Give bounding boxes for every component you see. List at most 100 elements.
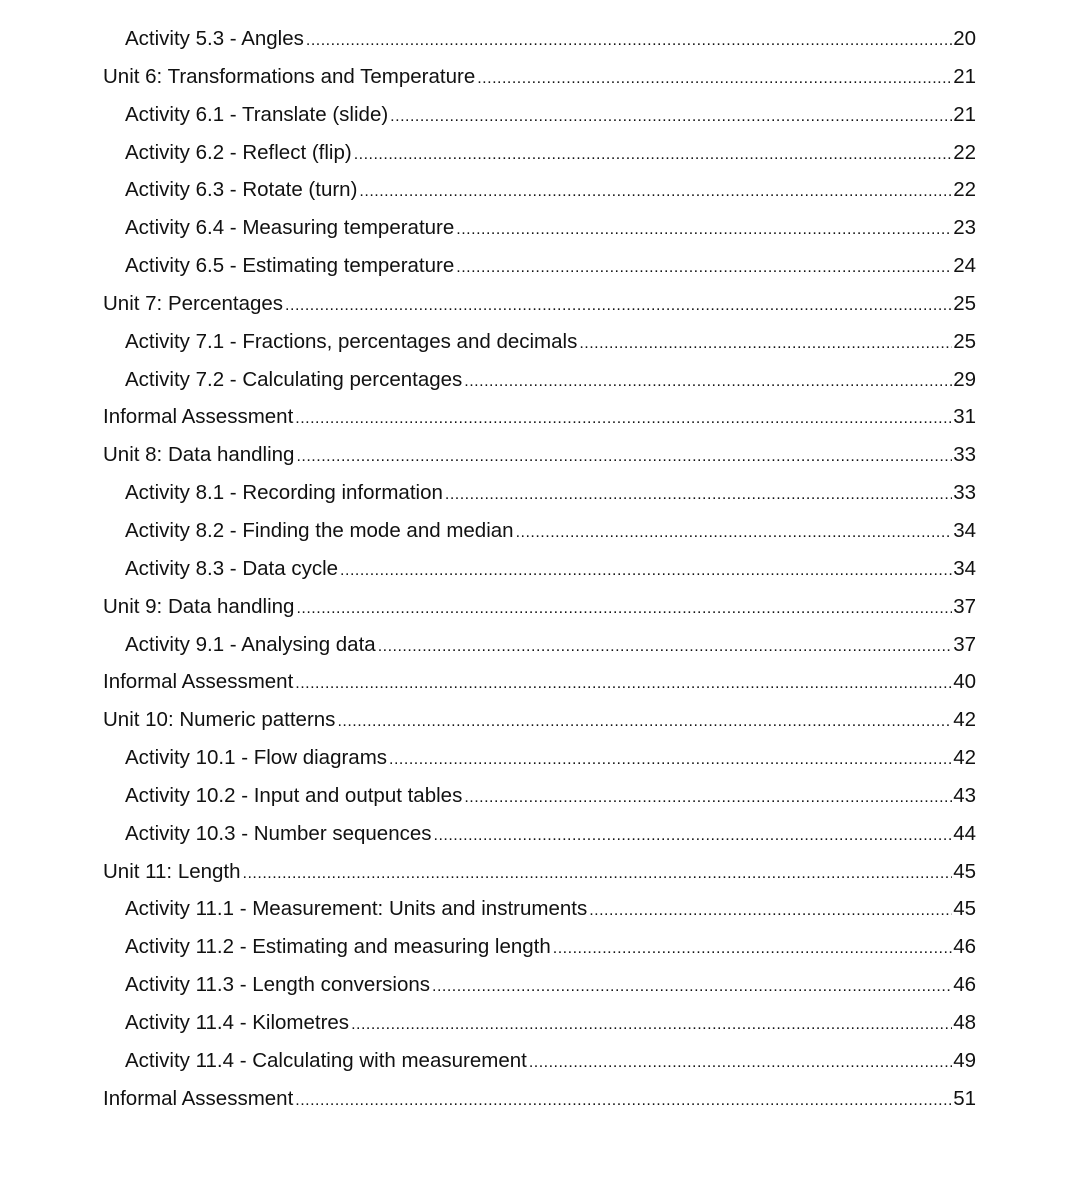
dot-leader xyxy=(389,741,952,777)
toc-entry-activity[interactable]: Activity 8.1 - Recording information 33 xyxy=(103,474,976,512)
toc-entry-title: Activity 8.3 - Data cycle xyxy=(125,556,339,580)
dot-leader xyxy=(340,552,952,588)
dot-leader xyxy=(351,1006,952,1042)
toc-entry-title: Activity 6.4 - Measuring temperature xyxy=(125,216,455,240)
toc-entry-title: Informal Assessment xyxy=(103,1086,294,1110)
dot-leader xyxy=(296,590,952,626)
dot-leader xyxy=(553,930,952,966)
toc-entry-title: Activity 10.3 - Number sequences xyxy=(125,821,432,845)
toc-entry-unit[interactable]: Informal Assessment 31 xyxy=(103,398,976,436)
toc-entry-activity[interactable]: Activity 8.3 - Data cycle 34 xyxy=(103,550,976,588)
toc-entry-title: Activity 11.4 - Kilometres xyxy=(125,1010,350,1034)
dot-leader xyxy=(337,703,952,739)
toc-entry-activity[interactable]: Activity 7.2 - Calculating percentages 29 xyxy=(103,361,976,399)
toc-entry-page-number: 21 xyxy=(953,64,976,88)
toc-entry-activity[interactable]: Activity 10.3 - Number sequences 44 xyxy=(103,815,976,853)
toc-entry-unit[interactable]: Unit 6: Transformations and Temperature 2… xyxy=(103,58,976,96)
dot-leader xyxy=(434,817,953,853)
toc-entry-title: Activity 10.2 - Input and output tables xyxy=(125,783,463,807)
toc-entry-unit[interactable]: Unit 9: Data handling 37 xyxy=(103,588,976,626)
toc-entry-page-number: 45 xyxy=(953,859,976,883)
toc-entry-page-number: 37 xyxy=(953,594,976,618)
dot-leader xyxy=(464,363,952,399)
toc-entry-page-number: 22 xyxy=(953,140,976,164)
toc-entry-activity[interactable]: Activity 11.1 - Measurement: Units and i… xyxy=(103,890,976,928)
toc-entry-page-number: 42 xyxy=(953,746,976,770)
toc-entry-page-number: 40 xyxy=(953,670,976,694)
toc-entry-title: Activity 10.1 - Flow diagrams xyxy=(125,746,388,770)
dot-leader xyxy=(589,892,952,928)
toc-entry-title: Activity 11.1 - Measurement: Units and i… xyxy=(125,897,588,921)
dot-leader xyxy=(579,325,952,361)
toc-entry-title: Activity 9.1 - Analysing data xyxy=(125,632,376,656)
dot-leader xyxy=(378,628,953,664)
toc-entry-title: Activity 7.1 - Fractions, percentages an… xyxy=(125,329,578,353)
toc-entry-unit[interactable]: Unit 11: Length 45 xyxy=(103,853,976,891)
toc-entry-title: Activity 6.5 - Estimating temperature xyxy=(125,254,455,278)
toc-entry-activity[interactable]: Activity 6.2 - Reflect (flip) 22 xyxy=(103,134,976,172)
toc-entry-activity[interactable]: Activity 11.4 - Calculating with measure… xyxy=(103,1042,976,1080)
toc-entry-title: Informal Assessment xyxy=(103,670,294,694)
toc-entry-activity[interactable]: Activity 9.1 - Analysing data 37 xyxy=(103,626,976,664)
dot-leader xyxy=(295,665,952,701)
dot-leader xyxy=(354,136,952,172)
toc-entry-page-number: 25 xyxy=(953,291,976,315)
toc-entry-unit[interactable]: Unit 7: Percentages 25 xyxy=(103,285,976,323)
dot-leader xyxy=(464,779,952,815)
dot-leader xyxy=(432,968,952,1004)
toc-entry-activity[interactable]: Activity 11.2 - Estimating and measuring… xyxy=(103,928,976,966)
dot-leader xyxy=(445,476,952,512)
dot-leader xyxy=(456,211,952,247)
toc-entry-title: Activity 11.3 - Length conversions xyxy=(125,973,430,997)
dot-leader xyxy=(477,60,952,96)
toc-entry-activity[interactable]: Activity 8.2 - Finding the mode and medi… xyxy=(103,512,976,550)
toc-entry-activity[interactable]: Activity 10.1 - Flow diagrams 42 xyxy=(103,739,976,777)
toc-entry-activity[interactable]: Activity 5.3 - Angles 20 xyxy=(103,20,976,58)
toc-entry-unit[interactable]: Informal Assessment 40 xyxy=(103,663,976,701)
toc-entry-page-number: 46 xyxy=(953,973,976,997)
toc-entry-unit[interactable]: Informal Assessment 51 xyxy=(103,1080,976,1118)
dot-leader xyxy=(295,400,952,436)
toc-entry-activity[interactable]: Activity 6.1 - Translate (slide) 21 xyxy=(103,96,976,134)
toc-entry-activity[interactable]: Activity 6.4 - Measuring temperature 23 xyxy=(103,209,976,247)
dot-leader xyxy=(390,98,952,134)
toc-entry-page-number: 24 xyxy=(953,254,976,278)
toc-entry-unit[interactable]: Unit 8: Data handling 33 xyxy=(103,436,976,474)
dot-leader xyxy=(243,855,953,891)
toc-entry-page-number: 34 xyxy=(953,518,976,542)
toc-entry-title: Unit 10: Numeric patterns xyxy=(103,708,336,732)
toc-entry-unit[interactable]: Unit 10: Numeric patterns 42 xyxy=(103,701,976,739)
toc-entry-activity[interactable]: Activity 6.5 - Estimating temperature 24 xyxy=(103,247,976,285)
toc-entry-page-number: 46 xyxy=(953,935,976,959)
toc-entry-page-number: 29 xyxy=(953,367,976,391)
toc-entry-activity[interactable]: Activity 7.1 - Fractions, percentages an… xyxy=(103,323,976,361)
toc-entry-title: Unit 9: Data handling xyxy=(103,594,295,618)
toc-entry-title: Activity 5.3 - Angles xyxy=(125,27,304,50)
toc-entry-title: Unit 8: Data handling xyxy=(103,443,295,467)
toc-entry-activity[interactable]: Activity 6.3 - Rotate (turn) 22 xyxy=(103,171,976,209)
toc-entry-title: Activity 6.3 - Rotate (turn) xyxy=(125,178,358,202)
toc-entry-title: Activity 6.2 - Reflect (flip) xyxy=(125,140,352,164)
toc-entry-title: Activity 8.1 - Recording information xyxy=(125,481,443,505)
dot-leader xyxy=(285,287,952,323)
toc-entry-title: Unit 6: Transformations and Temperature xyxy=(103,64,476,88)
toc-entry-title: Activity 7.2 - Calculating percentages xyxy=(125,367,463,391)
toc-entry-page-number: 20 xyxy=(953,27,976,50)
toc-entry-activity[interactable]: Activity 11.4 - Kilometres 48 xyxy=(103,1004,976,1042)
toc-entry-activity[interactable]: Activity 11.3 - Length conversions 46 xyxy=(103,966,976,1004)
toc-entry-title: Activity 11.2 - Estimating and measuring… xyxy=(125,935,551,959)
toc-entry-page-number: 21 xyxy=(953,102,976,126)
dot-leader xyxy=(306,22,952,58)
dot-leader xyxy=(295,1082,952,1118)
toc-entry-page-number: 43 xyxy=(953,783,976,807)
dot-leader xyxy=(296,438,952,474)
toc-entry-activity[interactable]: Activity 10.2 - Input and output tables 4… xyxy=(103,777,976,815)
dot-leader xyxy=(456,249,952,285)
toc-entry-page-number: 48 xyxy=(953,1010,976,1034)
toc-entry-title: Activity 8.2 - Finding the mode and medi… xyxy=(125,518,514,542)
toc-entry-title: Informal Assessment xyxy=(103,405,294,429)
toc-entry-page-number: 45 xyxy=(953,897,976,921)
dot-leader xyxy=(529,1044,952,1080)
toc-entry-page-number: 33 xyxy=(953,481,976,505)
toc-entry-page-number: 42 xyxy=(953,708,976,732)
